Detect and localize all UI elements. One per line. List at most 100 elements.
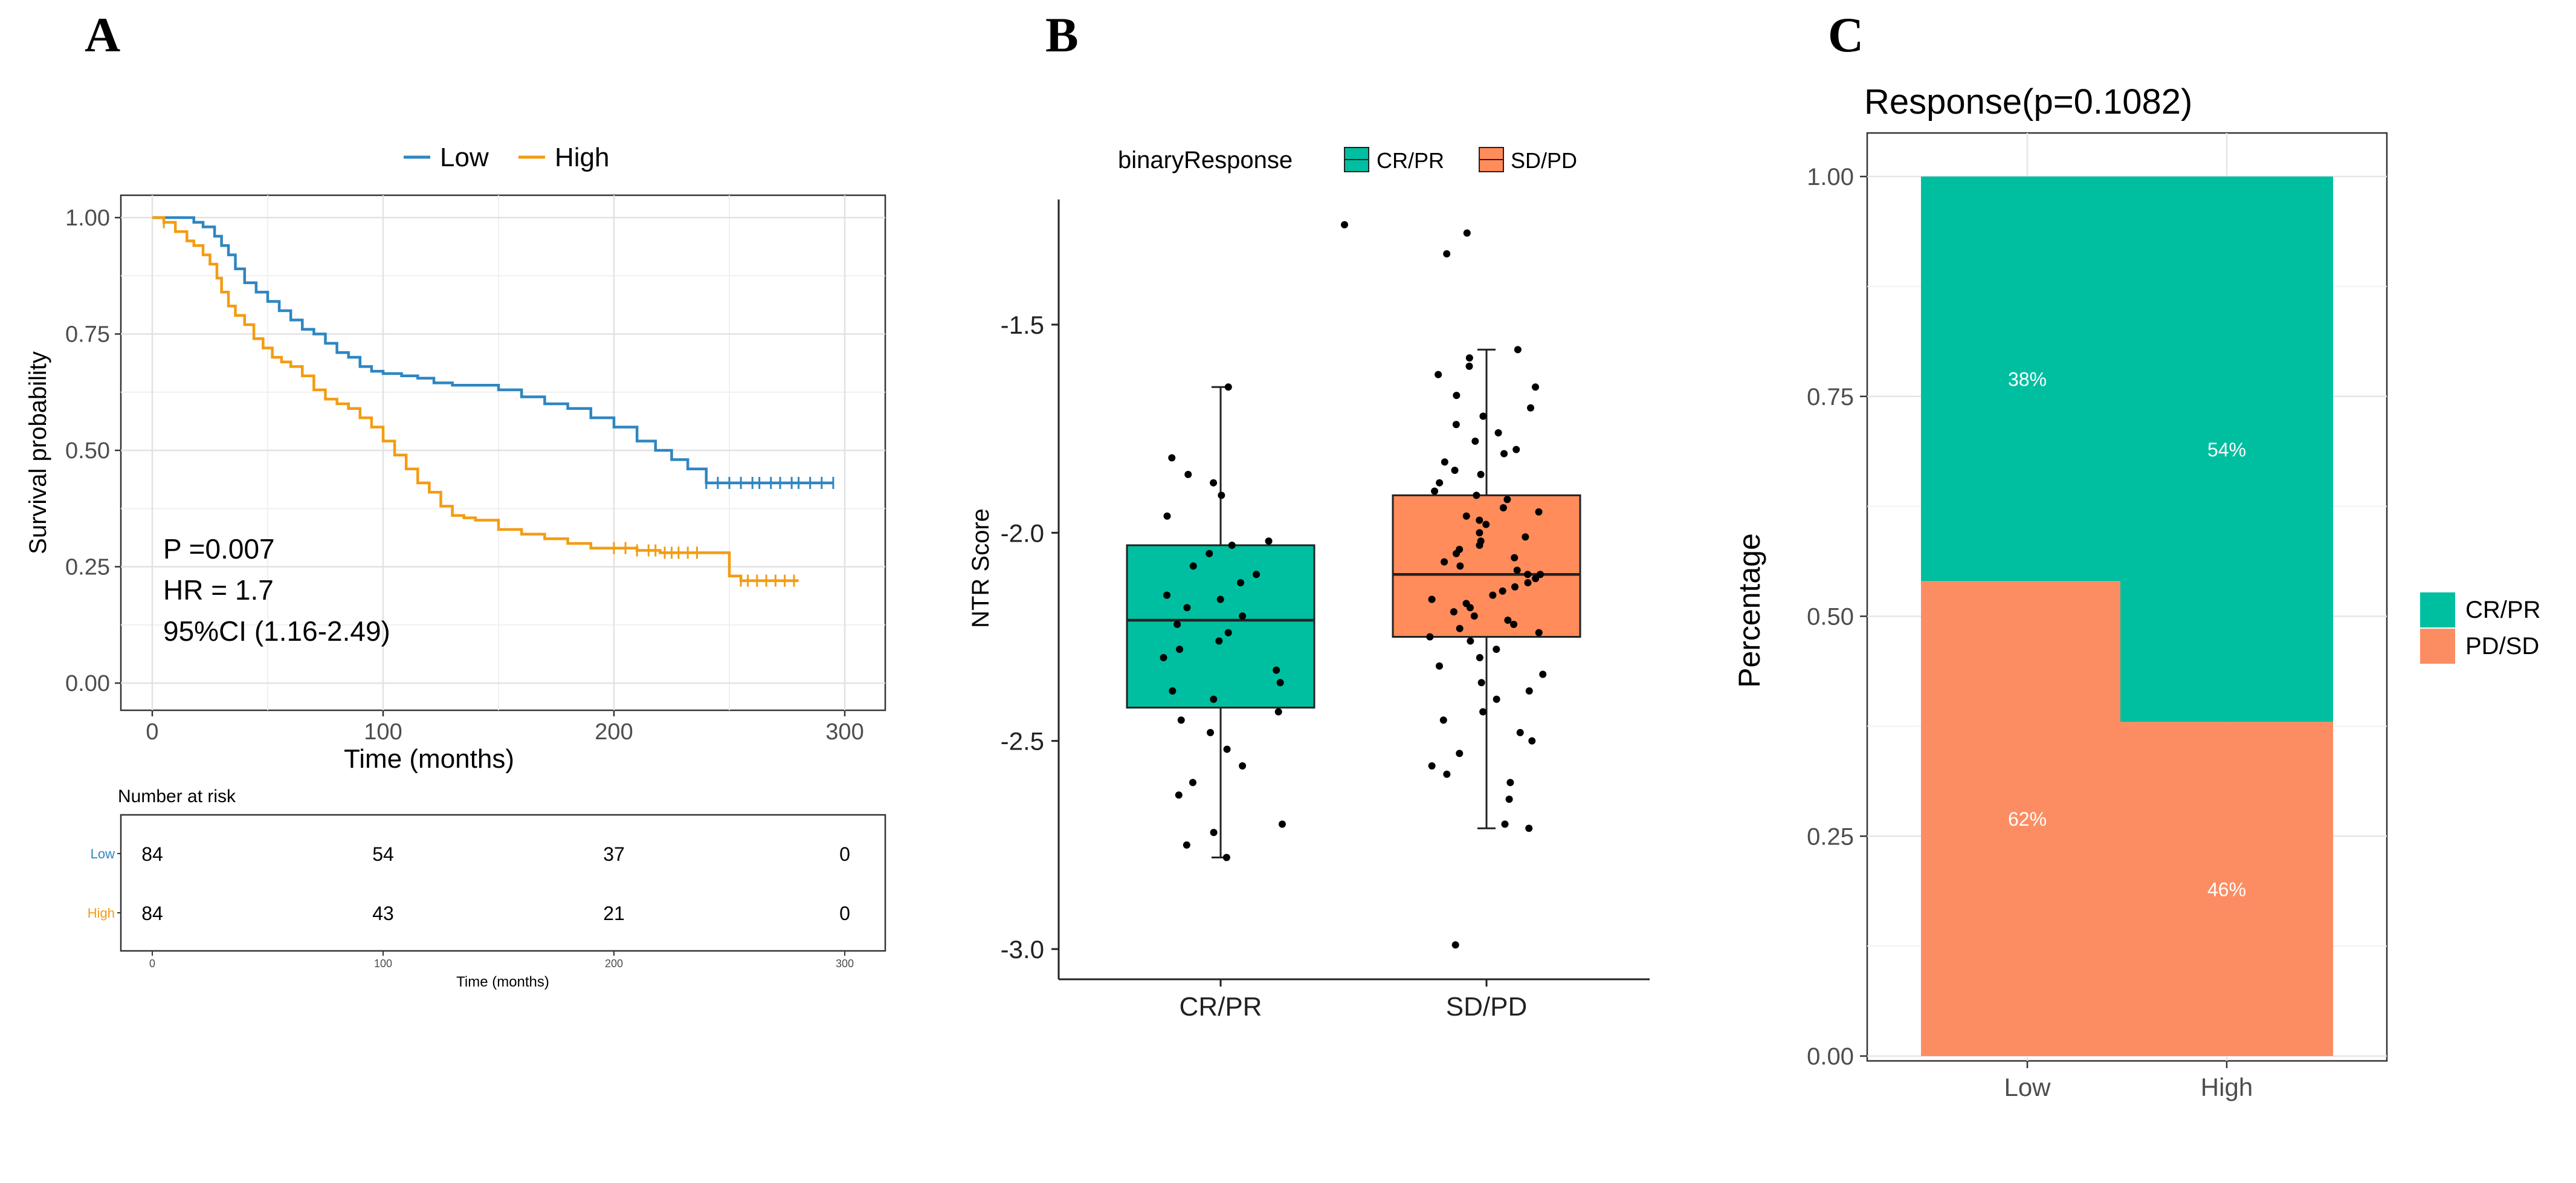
- risk-table-frame: [120, 814, 886, 952]
- bar-xtick-label: Low: [2004, 1073, 2051, 1101]
- km-xlabel: Time (months): [344, 744, 514, 774]
- data-point: [1512, 446, 1520, 453]
- data-point: [1183, 841, 1190, 849]
- data-point: [1451, 467, 1459, 475]
- ci-annotation: 95%CI (1.16-2.49): [163, 615, 390, 647]
- data-point: [1177, 716, 1185, 724]
- risk-cell: 37: [603, 843, 625, 865]
- risk-cell: 21: [603, 903, 625, 924]
- data-point: [1451, 941, 1459, 949]
- panel-letter-c: C: [1828, 7, 1864, 62]
- data-point: [1173, 620, 1181, 628]
- box-sd-pd: [1392, 494, 1581, 638]
- data-point: [1207, 728, 1215, 736]
- data-point: [1493, 646, 1500, 653]
- data-point: [1163, 512, 1171, 520]
- data-point: [1489, 591, 1497, 599]
- bar-segment-pd-sd: [2120, 722, 2333, 1056]
- box-ytick-label: -1.5: [1001, 311, 1044, 339]
- data-point: [1189, 779, 1196, 786]
- data-point: [1500, 450, 1508, 458]
- data-point: [1476, 653, 1483, 661]
- data-point: [1176, 646, 1184, 653]
- data-point: [1278, 820, 1286, 828]
- data-point: [1525, 825, 1533, 832]
- bar-ylabel: Percentage: [1732, 533, 1766, 688]
- data-point: [1501, 820, 1509, 828]
- km-axes: 0 100 200 300 0.00 0.25 0.50 0.75 1.00: [65, 206, 864, 745]
- km-curve-low: [152, 216, 833, 485]
- bar-ytick-label: 0.50: [1807, 604, 1854, 630]
- data-point: [1482, 520, 1490, 528]
- km-xtick-label: 300: [825, 719, 864, 745]
- data-point: [1210, 829, 1218, 837]
- legend-high-label: High: [555, 143, 610, 172]
- data-point: [1510, 620, 1518, 628]
- data-point: [1505, 796, 1513, 803]
- data-point: [1206, 549, 1213, 557]
- data-point: [1524, 571, 1532, 579]
- data-point: [1160, 653, 1167, 661]
- bar-legend-swatch-crpr: [2420, 592, 2455, 627]
- data-point: [1499, 504, 1507, 512]
- data-point: [1513, 566, 1521, 574]
- data-point: [1503, 496, 1511, 504]
- data-point: [1168, 454, 1176, 462]
- data-point: [1210, 695, 1218, 703]
- km-xtick-label: 0: [146, 719, 158, 745]
- risk-cell: 84: [141, 843, 163, 865]
- data-point: [1341, 221, 1348, 228]
- data-point: [1426, 633, 1434, 641]
- data-point: [1470, 612, 1478, 620]
- data-point: [1476, 529, 1483, 537]
- risk-row-label-low: Low: [91, 846, 115, 861]
- data-point: [1531, 383, 1539, 391]
- data-point: [1462, 512, 1470, 520]
- data-point: [1524, 579, 1532, 586]
- bar-segment-label: 38%: [2008, 369, 2047, 391]
- km-series: [152, 216, 834, 587]
- data-point: [1479, 412, 1487, 420]
- bar-segment-pd-sd: [1921, 581, 2134, 1056]
- data-point: [1215, 637, 1223, 645]
- km-curve-high: [152, 216, 799, 582]
- data-point: [1443, 250, 1451, 258]
- bar-legend-label-pdsd: PD/SD: [2465, 633, 2539, 660]
- data-point: [1452, 421, 1460, 429]
- data-point: [1465, 362, 1473, 370]
- risk-xtick-label: 200: [605, 958, 623, 970]
- data-point: [1477, 679, 1485, 687]
- panel-b-boxplot: binaryResponse CR/PR SD/PD -3.0-2.5-2.0-…: [967, 147, 1650, 1022]
- box-ytick-label: -2.0: [1001, 519, 1044, 547]
- risk-cell: 54: [372, 843, 394, 865]
- km-legend: Low High: [404, 143, 610, 172]
- box-ytick-label: -3.0: [1001, 935, 1044, 964]
- risk-row-label-high: High: [88, 906, 115, 921]
- box-legend-title: binaryResponse: [1118, 147, 1293, 173]
- bar-segment-cr-pr: [2120, 177, 2333, 722]
- p-value-annotation: P =0.007: [163, 533, 275, 565]
- data-point: [1522, 533, 1529, 541]
- data-point: [1274, 708, 1282, 716]
- data-point: [1467, 637, 1474, 645]
- data-point: [1431, 487, 1439, 495]
- box-ylabel: NTR Score: [967, 508, 994, 628]
- risk-table-title: Number at risk: [118, 786, 236, 806]
- legend-low-label: Low: [440, 143, 489, 172]
- data-point: [1499, 587, 1506, 595]
- bar-ytick-label: 1.00: [1807, 164, 1854, 190]
- data-point: [1528, 737, 1536, 745]
- data-point: [1473, 491, 1480, 499]
- risk-cell: 84: [141, 903, 163, 924]
- data-point: [1163, 591, 1171, 599]
- bar-ytick-label: 0.75: [1807, 384, 1854, 410]
- data-point: [1183, 604, 1191, 612]
- bar-segment-cr-pr: [1921, 177, 2134, 582]
- km-xtick-label: 200: [595, 719, 633, 745]
- panel-a-survival: Low High 0 100 200 3000.000.250.500.751.00 …: [25, 143, 886, 990]
- data-point: [1504, 616, 1512, 624]
- bar-chart-title: Response(p=0.1082): [1864, 82, 2192, 122]
- risk-cell: 0: [839, 843, 850, 865]
- data-point: [1184, 470, 1192, 478]
- km-ylabel: Survival probability: [25, 351, 51, 554]
